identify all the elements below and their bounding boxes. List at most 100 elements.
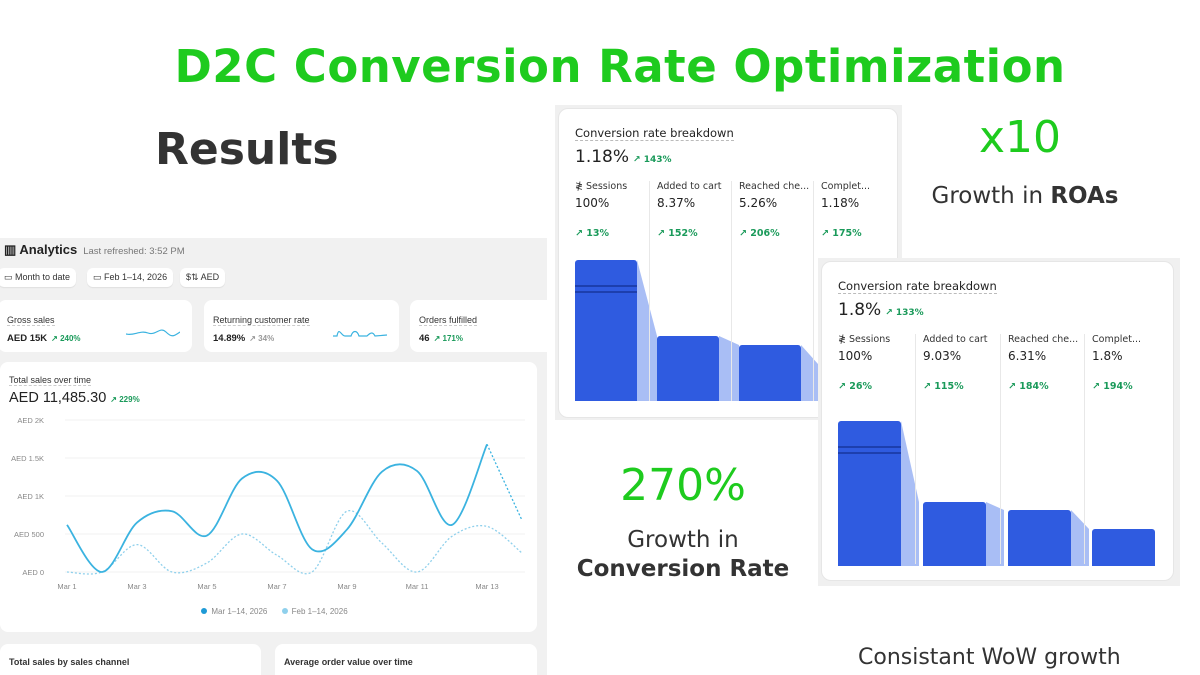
step-percent: 1.8% xyxy=(1092,349,1123,363)
step-change-value: 152% xyxy=(668,228,698,239)
step-label-text: Sessions xyxy=(585,181,628,192)
funnel-step[interactable]: Complet... 1.18% ↗ 175% xyxy=(821,181,897,239)
analytics-title-text: Analytics xyxy=(19,242,78,257)
funnel-connector xyxy=(986,502,1004,566)
step-label-text: Complet... xyxy=(821,181,870,192)
conversion-growth-value: 270% xyxy=(620,460,746,511)
step-divider xyxy=(649,181,650,401)
step-label: Added to cart xyxy=(923,334,1005,345)
step-change-value: 26% xyxy=(849,381,873,392)
x-tick-label: Mar 1 xyxy=(57,582,76,591)
step-label: ≹ Sessions xyxy=(838,334,920,345)
headline: D2C Conversion Rate Optimization xyxy=(174,40,1066,93)
kpi-value: 14.89% xyxy=(213,333,246,344)
step-change-value: 206% xyxy=(750,228,780,239)
y-tick-label: AED 500 xyxy=(14,530,44,539)
step-change: ↗ 184% xyxy=(1008,381,1049,392)
funnel-step[interactable]: Added to cart 8.37% ↗ 152% xyxy=(657,181,739,239)
kpi-label: Gross sales xyxy=(7,315,55,326)
x-tick-label: Mar 3 xyxy=(127,582,146,591)
funnel-bar xyxy=(657,336,719,401)
x-tick-label: Mar 11 xyxy=(406,582,429,591)
footer-note: Consistant WoW growth xyxy=(858,645,1121,670)
card-title: Average order value over time xyxy=(284,657,413,667)
caption-line: Growth in xyxy=(627,527,739,553)
currency-chip[interactable]: $⇅ AED xyxy=(180,268,226,287)
funnel-rate-change: ↗ 143% xyxy=(633,155,672,165)
last-refreshed: Last refreshed: 3:52 PM xyxy=(83,246,185,257)
funnel-rate-change: ↗ 133% xyxy=(885,308,924,318)
step-change-value: 184% xyxy=(1019,381,1049,392)
step-percent: 100% xyxy=(575,196,610,210)
funnel-step[interactable]: ≹ Sessions 100% ↗ 26% xyxy=(838,334,920,392)
kpi-value: AED 15K xyxy=(7,333,48,344)
kpi-change-value: 34% xyxy=(258,334,275,343)
axis-break xyxy=(838,452,901,454)
y-tick-label: AED 1K xyxy=(17,492,44,501)
kpi-card-returning-rate[interactable]: Returning customer rate 14.89% ↗ 34% xyxy=(204,300,399,352)
total-sales-card: Total sales over time AED 11,485.30 ↗ 229… xyxy=(0,362,537,632)
axis-break xyxy=(575,285,637,287)
kpi-card-orders-fulfilled[interactable]: Orders fulfilled 46 ↗ 171% xyxy=(410,300,547,352)
roas-caption-bold: ROAs xyxy=(1050,183,1119,209)
kpi-card-gross-sales[interactable]: Gross sales AED 15K ↗ 240% xyxy=(0,300,192,352)
funnel-rate: 1.18% ↗ 143% xyxy=(575,147,672,167)
date-range-chip[interactable]: ▭ Month to date xyxy=(0,268,77,287)
funnel-bar xyxy=(838,421,901,566)
total-sales-value: AED 11,485.30 ↗ 229% xyxy=(9,390,140,406)
step-divider xyxy=(731,181,732,401)
total-sales-change-value: 229% xyxy=(119,395,140,404)
kpi-change-value: 171% xyxy=(442,334,463,343)
funnel-step[interactable]: Added to cart 9.03% ↗ 115% xyxy=(923,334,1005,392)
step-change: ↗ 13% xyxy=(575,228,610,239)
sales-line-chart: AED 0 AED 500 AED 1K AED 1.5K AED 2K Mar 1 Mar… xyxy=(11,416,525,591)
legend-dot-current xyxy=(201,608,208,614)
chip-label: Feb 1–14, 2026 xyxy=(104,272,168,282)
x-tick-label: Mar 7 xyxy=(267,582,286,591)
funnel-bar xyxy=(923,502,986,566)
funnel-rate-value: 1.8% xyxy=(838,300,882,320)
x-tick-label: Mar 13 xyxy=(475,582,498,591)
step-change: ↗ 175% xyxy=(821,228,862,239)
funnel-step[interactable]: Complet... 1.8% ↗ 194% xyxy=(1092,334,1173,392)
sparkline xyxy=(333,330,387,337)
y-tick-label: AED 2K xyxy=(17,416,44,425)
kpi-change: ↗ 240% xyxy=(51,334,81,343)
total-sales-amount: AED 11,485.30 xyxy=(9,390,107,406)
kpi-label: Orders fulfilled xyxy=(419,315,478,326)
chip-label: Month to date xyxy=(15,272,71,282)
funnel-bar xyxy=(739,345,801,401)
sparkline xyxy=(126,329,180,337)
conversion-growth-caption: Growth in Conversion Rate xyxy=(563,526,803,584)
funnel-step[interactable]: ≹ Sessions 100% ↗ 13% xyxy=(575,181,657,239)
roas-caption-text: Growth in xyxy=(931,183,1051,209)
funnel-step[interactable]: Reached che... 6.31% ↗ 184% xyxy=(1008,334,1090,392)
step-label-text: Sessions xyxy=(848,334,891,345)
compare-chip[interactable]: ▭ Feb 1–14, 2026 xyxy=(87,268,174,287)
funnel-card-2: Conversion rate breakdown 1.8% ↗ 133% ≹ S… xyxy=(821,261,1174,581)
series-line-current-projection xyxy=(486,444,523,521)
funnel-rate: 1.8% ↗ 133% xyxy=(838,300,924,320)
y-tick-label: AED 0 xyxy=(22,568,44,577)
roas-caption: Growth in ROAs xyxy=(900,182,1150,211)
step-percent: 8.37% xyxy=(657,196,696,210)
roas-value: x10 xyxy=(978,112,1062,163)
results-heading: Results xyxy=(155,124,339,175)
funnel-connector xyxy=(801,345,821,401)
legend-label-current: Mar 1–14, 2026 xyxy=(211,607,268,616)
funnel-title: Conversion rate breakdown xyxy=(838,279,997,294)
funnel-step[interactable]: Reached che... 5.26% ↗ 206% xyxy=(739,181,821,239)
axis-break xyxy=(575,291,637,293)
x-tick-label: Mar 5 xyxy=(197,582,216,591)
x-tick-label: Mar 9 xyxy=(337,582,356,591)
sessions-icon: ≹ xyxy=(575,181,586,192)
funnel-bar xyxy=(1092,529,1155,566)
step-divider xyxy=(1000,334,1001,564)
funnel-connector xyxy=(901,421,919,566)
analytics-panel: ▥ Analytics Last refreshed: 3:52 PM ▭ Mo… xyxy=(0,238,547,675)
step-label-text: Complet... xyxy=(1092,334,1141,345)
step-divider xyxy=(1084,334,1085,564)
kpi-value: 46 xyxy=(419,333,430,344)
step-label-text: Reached che... xyxy=(739,181,810,192)
funnel-rate-change-value: 133% xyxy=(895,308,924,318)
